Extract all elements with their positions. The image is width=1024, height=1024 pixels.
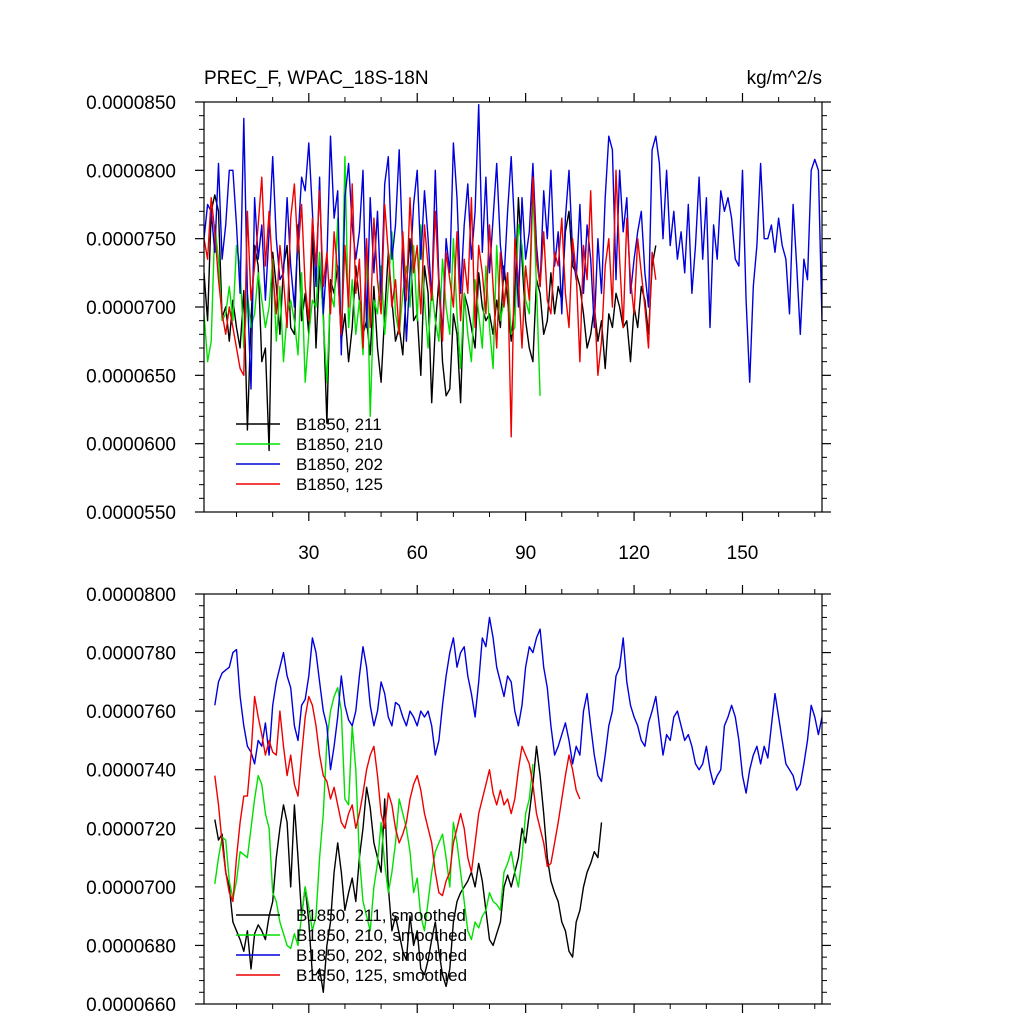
top-ytick-label: 0.0000750 (86, 230, 176, 251)
top-chart-units: kg/m^2/s (747, 68, 822, 89)
top-ytick-label: 0.0000600 (86, 435, 176, 456)
top-ytick-label: 0.0000650 (86, 366, 176, 387)
top-series-b1850-210 (204, 155, 541, 417)
bottom-legend-label: B1850, 125, smoothed (296, 966, 467, 985)
top-xtick-label: 60 (407, 543, 428, 564)
top-xtick-label: 90 (515, 543, 536, 564)
bottom-plot-frame (203, 593, 823, 1005)
bottom-ytick-label: 0.0000660 (86, 995, 176, 1016)
bottom-series-b1850-210-smoothed (214, 687, 534, 950)
top-ytick-label: 0.0000550 (86, 503, 176, 524)
bottom-series-b1850-202-smoothed (214, 616, 822, 794)
top-series-group (204, 103, 822, 452)
top-series-b1850-202 (204, 103, 822, 390)
top-legend-label: B1850, 210 (296, 435, 383, 454)
top-legend-label: B1850, 125 (296, 475, 383, 494)
top-ytick-label: 0.0000800 (86, 161, 176, 182)
bottom-ytick-label: 0.0000800 (86, 585, 176, 606)
top-series-b1850-125 (204, 169, 657, 438)
bottom-ytick-label: 0.0000740 (86, 761, 176, 782)
bottom-series-b1850-211-smoothed (214, 745, 603, 993)
bottom-ytick-label: 0.0000780 (86, 644, 176, 665)
bottom-legend-label: B1850, 210, smoothed (296, 926, 467, 945)
top-chart: PREC_F, WPAC_18S-18N kg/m^2/s 0.0000550 0… (86, 68, 831, 564)
top-xtick-label: 30 (298, 543, 319, 564)
bottom-legend-label: B1850, 211, smoothed (296, 906, 466, 925)
top-legend-label: B1850, 211 (296, 415, 382, 434)
bottom-series-b1850-125-smoothed (214, 695, 581, 903)
bottom-chart: 0.0000660 0.0000680 0.0000700 0.0000720 0.00… (86, 585, 831, 1016)
bottom-ytick-label: 0.0000700 (86, 878, 176, 899)
top-chart-title: PREC_F, WPAC_18S-18N (204, 68, 429, 89)
bottom-ytick-label: 0.0000720 (86, 819, 176, 840)
bottom-legend-label: B1850, 202, smoothed (296, 946, 467, 965)
bottom-series-group (214, 616, 822, 993)
bottom-ytick-label: 0.0000680 (86, 936, 176, 957)
top-ytick-label: 0.0000850 (86, 93, 176, 114)
bottom-ytick-label: 0.0000760 (86, 702, 176, 723)
top-ytick-label: 0.0000700 (86, 298, 176, 319)
top-xtick-label: 120 (618, 543, 650, 564)
top-series-b1850-211 (204, 194, 657, 452)
top-xtick-label: 150 (727, 543, 759, 564)
top-legend-label: B1850, 202 (296, 455, 383, 474)
